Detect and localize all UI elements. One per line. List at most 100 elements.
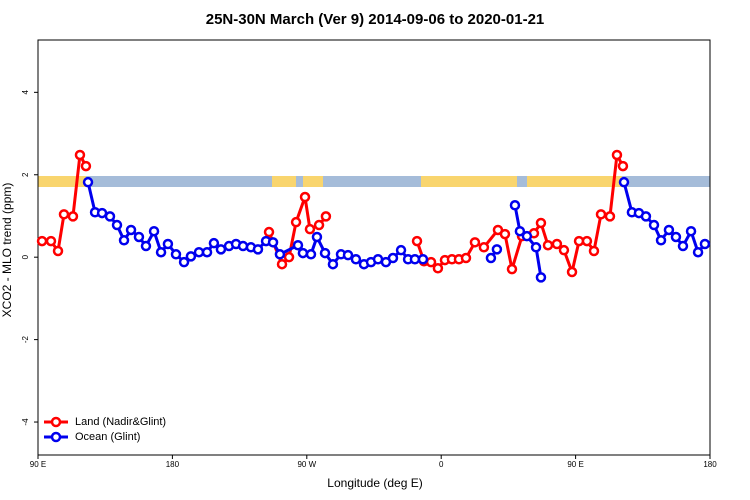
data-point xyxy=(530,242,542,253)
data-point xyxy=(509,200,521,211)
data-point xyxy=(395,244,407,256)
data-point xyxy=(542,239,554,251)
land-band xyxy=(527,176,622,187)
data-point xyxy=(201,246,213,258)
data-point xyxy=(648,219,660,231)
data-point xyxy=(237,240,249,252)
data-point xyxy=(327,258,339,270)
data-point xyxy=(267,237,279,248)
data-point xyxy=(305,249,317,260)
data-point xyxy=(133,231,145,243)
data-point xyxy=(595,209,607,220)
plot-frame xyxy=(37,39,711,456)
data-point xyxy=(655,235,667,246)
x-tick-label: 180 xyxy=(166,460,180,469)
data-point xyxy=(290,216,302,228)
data-point xyxy=(485,252,497,264)
land-band xyxy=(303,176,323,187)
data-point xyxy=(558,244,570,256)
land-band xyxy=(272,176,296,187)
data-point xyxy=(208,237,220,249)
x-tick-label: 180 xyxy=(703,460,717,469)
data-point xyxy=(111,219,123,231)
data-point xyxy=(514,225,526,237)
data-point xyxy=(283,251,295,263)
data-point xyxy=(521,230,533,242)
data-point xyxy=(45,235,57,247)
data-point xyxy=(193,246,205,258)
data-point xyxy=(215,244,227,255)
data-point xyxy=(162,238,174,250)
land-band xyxy=(421,176,517,187)
data-point xyxy=(425,256,437,268)
data-point xyxy=(478,242,490,253)
legend-label: Ocean (Glint) xyxy=(75,431,140,443)
data-point xyxy=(311,231,323,243)
y-tick-label: -4 xyxy=(21,418,30,426)
data-point xyxy=(58,209,70,220)
data-point xyxy=(469,237,481,248)
data-point xyxy=(617,160,629,172)
y-axis-label: XCO2 - MLO trend (ppm) xyxy=(0,183,14,318)
data-point xyxy=(499,228,511,240)
series xyxy=(82,176,711,283)
data-point xyxy=(411,235,423,247)
data-point xyxy=(80,160,92,172)
data-point xyxy=(274,249,286,260)
data-point xyxy=(125,224,137,236)
data-point xyxy=(319,247,331,259)
data-point xyxy=(460,252,472,264)
x-tick-label: 90 W xyxy=(297,460,316,469)
data-point xyxy=(178,256,190,268)
data-point xyxy=(67,211,79,222)
data-point xyxy=(155,246,167,258)
ocean-band xyxy=(38,176,710,187)
x-axis-label: Longitude (deg E) xyxy=(327,476,422,490)
y-tick-label: 2 xyxy=(21,172,30,177)
data-point xyxy=(82,176,94,188)
data-point xyxy=(699,238,711,250)
legend: Land (Nadir&Glint) Ocean (Glint) xyxy=(44,416,166,443)
data-point xyxy=(313,219,325,231)
data-point xyxy=(566,266,578,278)
data-point xyxy=(491,244,503,255)
data-point xyxy=(104,211,116,222)
data-point xyxy=(604,211,616,222)
data-point xyxy=(387,252,399,264)
data-point xyxy=(299,191,311,203)
data-point xyxy=(670,231,682,243)
data-point xyxy=(342,249,354,261)
chart-title: 25N-30N March (Ver 9) 2014-09-06 to 2020… xyxy=(206,11,545,28)
y-tick-label: 0 xyxy=(21,254,30,259)
data-point xyxy=(297,247,309,259)
data-point xyxy=(581,235,593,247)
data-point xyxy=(292,239,304,251)
data-point xyxy=(350,253,362,265)
x-tick-label: 90 E xyxy=(30,460,46,469)
data-point xyxy=(417,253,429,265)
data-point xyxy=(535,272,547,283)
data-point xyxy=(263,226,275,238)
data-point xyxy=(618,176,630,188)
data-point xyxy=(611,149,623,161)
land-ocean-strip xyxy=(38,176,710,187)
data-point xyxy=(36,235,48,247)
data-point xyxy=(692,246,704,258)
data-point xyxy=(506,263,518,275)
data-point xyxy=(588,245,600,257)
data-point xyxy=(535,217,547,229)
data-point xyxy=(185,251,197,262)
legend-label: Land (Nadir&Glint) xyxy=(75,416,166,428)
series xyxy=(36,149,629,278)
data-point xyxy=(118,235,130,246)
data-point xyxy=(677,240,689,252)
data-point xyxy=(276,258,288,270)
data-point xyxy=(252,244,264,255)
data-point xyxy=(140,240,152,252)
data-point xyxy=(640,211,652,222)
legend-marker xyxy=(50,431,62,443)
data-point xyxy=(148,225,160,237)
x-tick-label: 0 xyxy=(439,460,444,469)
